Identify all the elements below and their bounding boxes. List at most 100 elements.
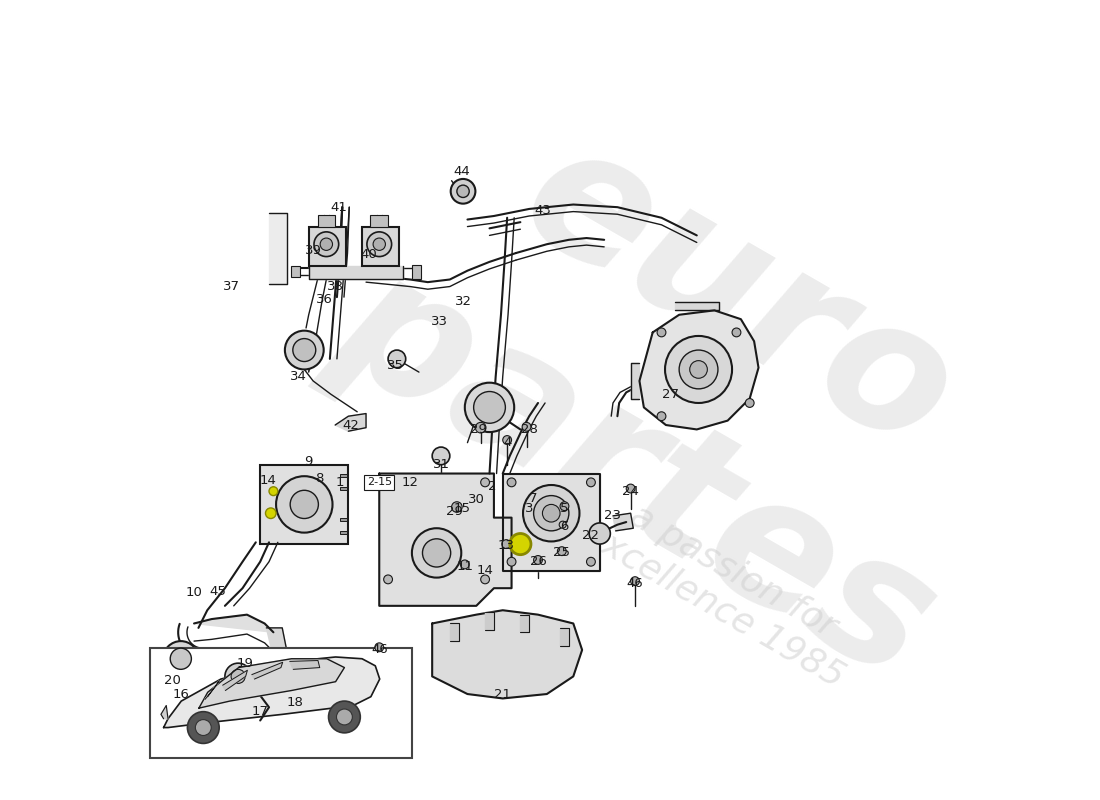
Polygon shape <box>613 514 634 531</box>
Circle shape <box>559 521 566 528</box>
Circle shape <box>375 643 384 652</box>
Text: 32: 32 <box>455 295 472 308</box>
Polygon shape <box>503 474 600 570</box>
Circle shape <box>690 361 707 378</box>
Text: 35: 35 <box>386 358 404 371</box>
Circle shape <box>481 478 490 486</box>
Text: 15: 15 <box>453 502 471 515</box>
Circle shape <box>367 232 392 257</box>
Polygon shape <box>336 414 366 431</box>
Text: 17: 17 <box>252 705 268 718</box>
Circle shape <box>558 546 566 555</box>
FancyBboxPatch shape <box>261 465 349 544</box>
Polygon shape <box>205 681 219 699</box>
Text: 21: 21 <box>494 687 512 701</box>
Polygon shape <box>199 658 344 708</box>
Polygon shape <box>270 214 287 284</box>
Polygon shape <box>194 614 274 632</box>
Circle shape <box>451 179 475 204</box>
Circle shape <box>586 478 595 486</box>
Text: 26: 26 <box>529 555 547 568</box>
Circle shape <box>196 720 211 735</box>
Polygon shape <box>591 522 626 535</box>
Text: 30: 30 <box>468 494 485 506</box>
Circle shape <box>502 540 510 549</box>
Circle shape <box>270 486 278 495</box>
Bar <box>340 518 346 521</box>
Text: 16: 16 <box>173 687 189 701</box>
Text: 25: 25 <box>553 546 570 559</box>
Circle shape <box>290 490 318 518</box>
Text: 2: 2 <box>488 480 496 494</box>
Text: 3: 3 <box>525 502 533 515</box>
Circle shape <box>586 558 595 566</box>
Text: 9: 9 <box>304 454 312 468</box>
Text: euro
partes: euro partes <box>309 57 1067 714</box>
Text: 27: 27 <box>662 388 679 401</box>
Circle shape <box>507 558 516 566</box>
FancyBboxPatch shape <box>362 226 398 266</box>
Text: 40: 40 <box>361 248 377 262</box>
Polygon shape <box>450 623 459 641</box>
Text: 39: 39 <box>305 244 321 257</box>
Circle shape <box>337 709 352 725</box>
Text: 41: 41 <box>330 201 348 214</box>
Circle shape <box>265 508 276 518</box>
Circle shape <box>733 328 741 337</box>
Circle shape <box>560 502 569 510</box>
Text: 2-15: 2-15 <box>366 478 392 487</box>
Circle shape <box>666 336 733 403</box>
Circle shape <box>465 382 514 432</box>
Circle shape <box>456 185 470 198</box>
Polygon shape <box>674 302 718 310</box>
Text: 46: 46 <box>627 578 644 590</box>
Text: a passion for
excellence 1985: a passion for excellence 1985 <box>576 482 870 694</box>
Text: 6: 6 <box>560 520 569 533</box>
Polygon shape <box>432 610 582 698</box>
Polygon shape <box>222 670 248 690</box>
Text: 1: 1 <box>336 476 344 489</box>
Circle shape <box>534 495 569 531</box>
Text: 46: 46 <box>371 643 387 657</box>
Circle shape <box>542 505 560 522</box>
Text: 42: 42 <box>342 418 360 431</box>
Bar <box>151 648 412 758</box>
Text: 36: 36 <box>316 294 333 306</box>
Circle shape <box>657 328 665 337</box>
Text: 10: 10 <box>186 586 202 599</box>
Text: 8: 8 <box>315 472 323 486</box>
Circle shape <box>231 670 245 683</box>
Circle shape <box>411 528 461 578</box>
Circle shape <box>170 648 191 670</box>
Text: 22: 22 <box>582 529 600 542</box>
Text: 38: 38 <box>327 280 343 293</box>
Circle shape <box>475 422 486 433</box>
Circle shape <box>329 701 361 733</box>
Text: 33: 33 <box>431 315 448 328</box>
Circle shape <box>384 478 393 486</box>
Text: 11: 11 <box>456 560 473 573</box>
Circle shape <box>373 238 385 250</box>
Bar <box>340 474 346 477</box>
Text: 24: 24 <box>623 485 639 498</box>
Bar <box>292 266 300 277</box>
Polygon shape <box>630 363 639 398</box>
Circle shape <box>163 641 198 676</box>
Circle shape <box>432 447 450 465</box>
Text: 19: 19 <box>236 657 254 670</box>
Circle shape <box>388 350 406 368</box>
Bar <box>318 215 336 227</box>
Polygon shape <box>485 612 494 630</box>
Circle shape <box>422 539 451 567</box>
Text: 44: 44 <box>453 166 470 178</box>
Polygon shape <box>224 690 270 721</box>
Circle shape <box>320 238 332 250</box>
Text: 34: 34 <box>289 370 307 383</box>
Text: 20: 20 <box>164 674 180 687</box>
Bar <box>340 531 346 534</box>
Polygon shape <box>309 266 403 279</box>
Polygon shape <box>520 614 529 632</box>
FancyBboxPatch shape <box>309 226 345 266</box>
Circle shape <box>452 502 462 512</box>
Text: 37: 37 <box>222 280 240 293</box>
